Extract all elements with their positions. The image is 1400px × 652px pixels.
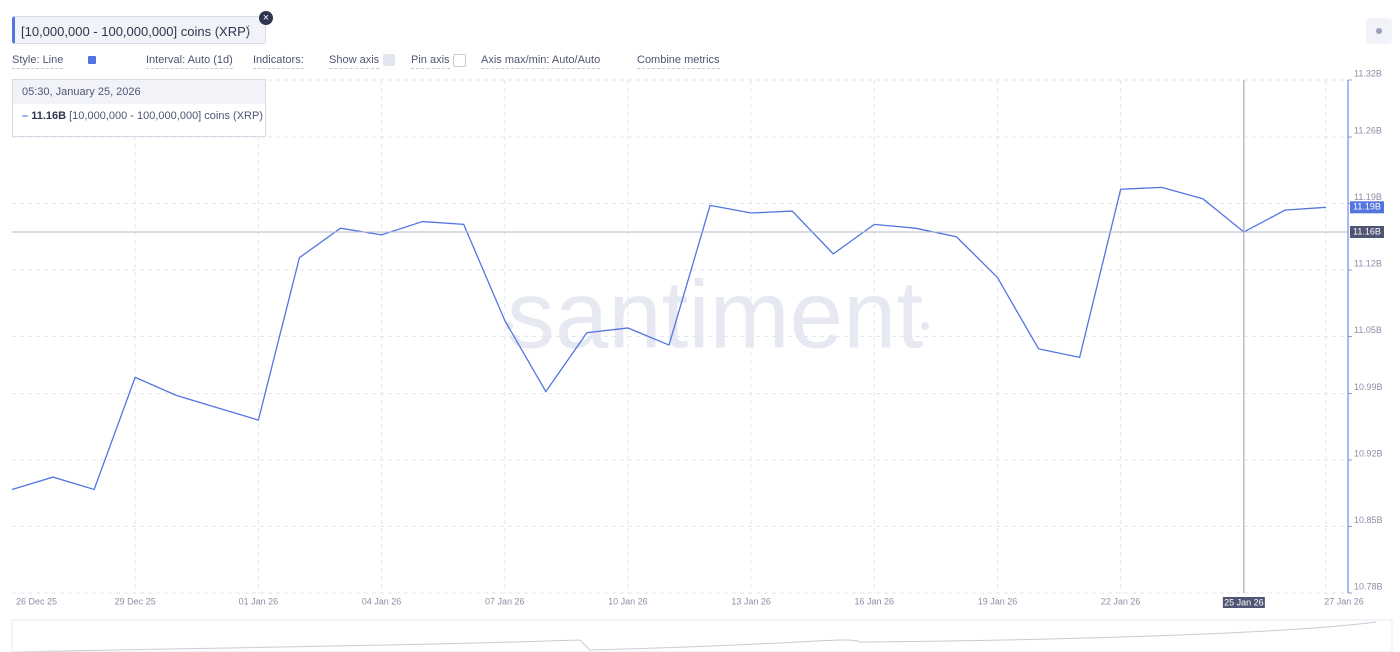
indicators-select[interactable]: Indicators:	[253, 54, 304, 69]
tooltip-row: – 11.16B [10,000,000 - 100,000,000] coin…	[22, 110, 263, 122]
navigator-line	[11, 621, 1377, 652]
show-axis-checkbox[interactable]	[383, 54, 395, 66]
y-tick-label: 10.78B	[1354, 581, 1383, 591]
y-tick-label: 11.12B	[1354, 258, 1382, 268]
x-tick-label: 10 Jan 26	[608, 596, 648, 606]
menu-dots[interactable]: ⋮	[242, 23, 255, 38]
crosshair-x-badge	[1222, 597, 1265, 608]
axis-minmax[interactable]: Axis max/min: Auto/Auto	[481, 54, 601, 69]
combine-metrics[interactable]: Combine metrics	[637, 54, 720, 69]
y-tick-label: 11.32B	[1354, 68, 1382, 78]
crosshair-y-label: 11.16B	[1353, 226, 1381, 236]
x-tick-label: 13 Jan 26	[731, 596, 771, 606]
y-tick-label: 11.26B	[1354, 125, 1382, 135]
x-tick-label: 25 Jan 26	[1224, 597, 1264, 607]
tooltip-header: 05:30, January 25, 2026	[13, 80, 265, 104]
interval-select[interactable]: Interval: Auto (1d)	[146, 54, 233, 69]
data-line	[11, 186, 1327, 491]
crosshair-y-badge	[1350, 226, 1384, 238]
x-tick-label: 16 Jan 26	[855, 596, 895, 606]
watermark-dot	[921, 322, 929, 330]
tooltip-metric: [10,000,000 - 100,000,000] coins (XRP)	[69, 110, 263, 122]
tooltip-value: 11.16B	[31, 110, 67, 122]
x-tick-label: 04 Jan 26	[362, 596, 402, 606]
close-button[interactable]: ×	[259, 11, 273, 25]
show-axis[interactable]: Show axis	[329, 54, 380, 69]
watermark: santiment	[507, 261, 923, 368]
x-tick-label: 01 Jan 26	[239, 596, 279, 606]
settings-button[interactable]	[1366, 18, 1392, 44]
x-tick-label: 29 Dec 25	[115, 596, 156, 606]
last-value-label: 11.19B	[1353, 202, 1381, 212]
y-tick-label: 11.19B	[1354, 192, 1382, 202]
x-tick-label: 26 Dec 25	[16, 596, 57, 606]
metric-name: [10,000,000 - 100,000,000] coins (XRP)	[21, 24, 251, 39]
last-value-badge	[1350, 201, 1384, 214]
y-tick-label: 10.99B	[1354, 382, 1383, 392]
color-swatch[interactable]	[88, 56, 96, 64]
metric-pill[interactable]: [10,000,000 - 100,000,000] coins (XRP) ⋮	[12, 16, 266, 44]
y-tick-label: 11.05B	[1354, 325, 1382, 335]
pin-axis-checkbox[interactable]	[453, 54, 466, 67]
y-tick-label: 10.92B	[1354, 448, 1383, 458]
x-tick-label: 22 Jan 26	[1101, 596, 1141, 606]
x-tick-label: 27 Jan 26	[1324, 596, 1364, 606]
x-tick-label: 07 Jan 26	[485, 596, 525, 606]
y-tick-label: 10.85B	[1354, 515, 1383, 525]
navigator[interactable]	[11, 619, 1393, 652]
tooltip: 05:30, January 25, 2026 – 11.16B [10,000…	[12, 79, 266, 137]
pin-axis[interactable]: Pin axis	[411, 54, 450, 69]
x-tick-label: 19 Jan 26	[978, 596, 1018, 606]
style-select[interactable]: Style: Line	[12, 54, 64, 69]
